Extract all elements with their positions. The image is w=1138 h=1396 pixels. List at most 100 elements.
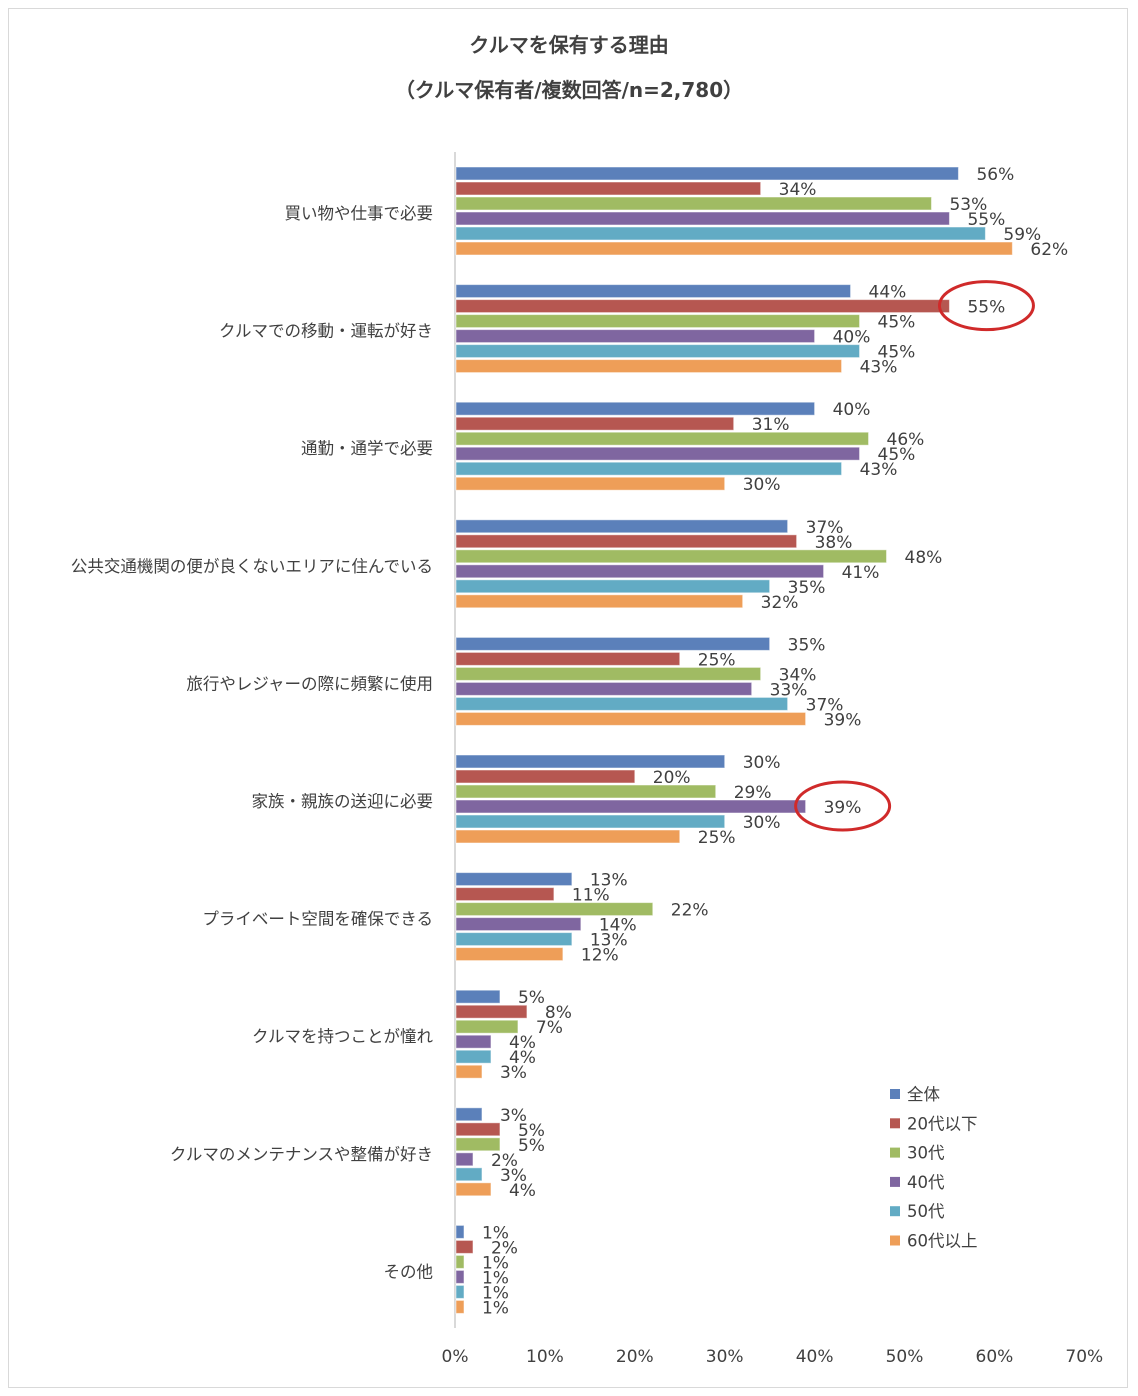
- bar-60代以上: [455, 594, 744, 609]
- legend-label: 20代以下: [907, 1114, 978, 1133]
- data-label: 20%: [653, 768, 691, 788]
- legend-swatch: [890, 1147, 900, 1158]
- bar-30代: [455, 902, 654, 917]
- data-label: 44%: [869, 283, 907, 303]
- legend-swatch: [890, 1118, 900, 1129]
- data-label: 1%: [482, 1223, 509, 1243]
- data-label: 40%: [833, 400, 871, 420]
- data-label: 46%: [887, 430, 925, 450]
- chart-title: クルマを保有する理由: [469, 33, 668, 57]
- legend-swatch: [890, 1206, 900, 1217]
- data-label: 3%: [500, 1063, 527, 1083]
- bar-30代: [455, 431, 870, 446]
- bar-40代: [455, 799, 807, 814]
- bar-60代以上: [455, 711, 807, 726]
- data-label: 39%: [824, 798, 862, 818]
- bar-50代: [455, 344, 861, 359]
- bar-60代以上: [455, 947, 564, 962]
- bar-全体: [455, 401, 816, 416]
- data-label: 43%: [860, 460, 898, 480]
- bar-40代: [455, 446, 861, 461]
- bar-40代: [455, 917, 582, 932]
- bar-50代: [455, 696, 789, 711]
- data-label: 13%: [590, 931, 628, 951]
- bar-40代: [455, 329, 816, 344]
- data-label: 13%: [590, 871, 628, 891]
- data-label: 1%: [482, 1253, 509, 1273]
- category-label: 家族・親族の送迎に必要: [252, 792, 434, 811]
- data-label: 5%: [518, 1136, 545, 1156]
- bar-40代: [455, 681, 753, 696]
- bar-全体: [455, 166, 959, 181]
- data-label: 1%: [482, 1298, 509, 1318]
- data-label: 39%: [824, 710, 862, 730]
- highlight-circle: [937, 280, 1035, 332]
- data-label: 38%: [815, 533, 853, 553]
- bar-全体: [455, 989, 501, 1004]
- bar-30代: [455, 1137, 501, 1152]
- category-label: クルマを持つことが憧れ: [252, 1027, 434, 1046]
- bar-50代: [455, 1284, 465, 1299]
- bar-30代: [455, 1254, 465, 1269]
- legend-swatch: [890, 1176, 900, 1187]
- x-tick-label: 10%: [526, 1347, 564, 1367]
- bar-60代以上: [455, 829, 681, 844]
- bar-全体: [455, 754, 726, 769]
- category-label: 旅行やレジャーの際に頻繁に使用: [186, 674, 433, 693]
- bar-40代: [455, 1152, 474, 1167]
- data-label: 35%: [788, 578, 826, 598]
- category-label: クルマでの移動・運転が好き: [219, 322, 433, 341]
- data-label: 30%: [743, 475, 781, 495]
- legend-label: 60代以上: [907, 1232, 978, 1251]
- data-label: 11%: [572, 886, 610, 906]
- data-label: 45%: [878, 445, 916, 465]
- bar-50代: [455, 1049, 492, 1064]
- data-label: 4%: [509, 1048, 536, 1068]
- x-tick-label: 40%: [796, 1347, 834, 1367]
- x-tick-label: 0%: [442, 1347, 469, 1367]
- data-label: 53%: [949, 195, 987, 215]
- bar-20代以下: [455, 651, 681, 666]
- data-label: 56%: [976, 165, 1014, 185]
- bar-50代: [455, 226, 986, 241]
- legend-label: 全体: [907, 1085, 941, 1104]
- x-tick-label: 50%: [886, 1347, 924, 1367]
- bar-20代以下: [455, 887, 555, 902]
- bar-30代: [455, 196, 932, 211]
- highlight-circle: [794, 780, 892, 832]
- category-label: 公共交通機関の便が良くないエリアに住んでいる: [71, 557, 433, 576]
- data-label: 55%: [967, 298, 1005, 318]
- bar-30代: [455, 314, 861, 329]
- data-label: 7%: [536, 1018, 563, 1038]
- bar-60代以上: [455, 359, 843, 374]
- data-label: 5%: [518, 1121, 545, 1141]
- bar-50代: [455, 579, 771, 594]
- x-tick-label: 70%: [1065, 1347, 1103, 1367]
- bar-30代: [455, 666, 762, 681]
- legend-label: 30代: [907, 1144, 945, 1163]
- data-label: 40%: [833, 328, 871, 348]
- chart-frame: [8, 8, 1128, 1388]
- data-label: 25%: [698, 828, 736, 848]
- legend-label: 50代: [907, 1202, 945, 1221]
- bar-60代以上: [455, 1299, 465, 1314]
- data-label: 3%: [500, 1166, 527, 1186]
- data-label: 30%: [743, 813, 781, 833]
- bar-60代以上: [455, 1182, 492, 1197]
- x-tick-label: 60%: [976, 1347, 1014, 1367]
- data-label: 55%: [967, 210, 1005, 230]
- data-label: 4%: [509, 1033, 536, 1053]
- data-label: 4%: [509, 1181, 536, 1201]
- category-label: クルマのメンテナンスや整備が好き: [170, 1145, 433, 1164]
- bar-30代: [455, 1019, 519, 1034]
- bar-50代: [455, 932, 573, 947]
- x-tick-label: 30%: [706, 1347, 744, 1367]
- data-label: 34%: [779, 665, 817, 685]
- bar-30代: [455, 784, 717, 799]
- data-label: 59%: [1003, 225, 1041, 245]
- x-tick-label: 20%: [616, 1347, 654, 1367]
- data-label: 29%: [734, 783, 772, 803]
- data-label: 3%: [500, 1106, 527, 1126]
- bar-20代以下: [455, 1122, 501, 1137]
